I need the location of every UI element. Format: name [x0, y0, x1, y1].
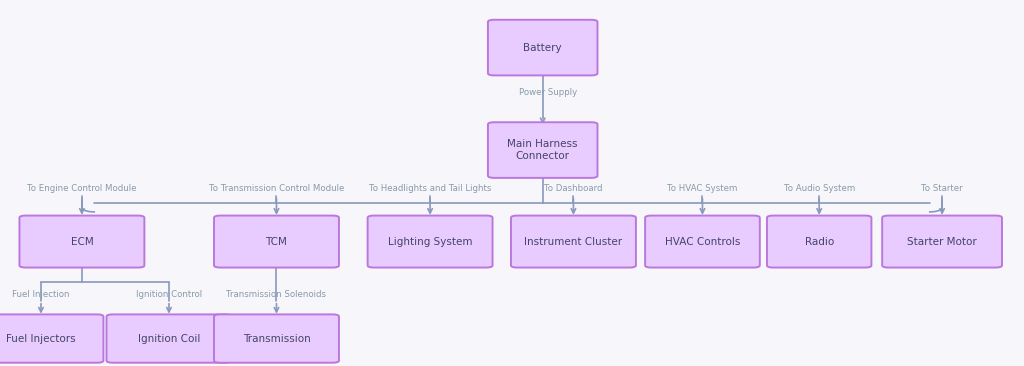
- FancyBboxPatch shape: [645, 216, 760, 268]
- Text: Radio: Radio: [805, 236, 834, 247]
- FancyBboxPatch shape: [19, 216, 144, 268]
- FancyBboxPatch shape: [368, 216, 493, 268]
- Text: Fuel Injection: Fuel Injection: [12, 290, 70, 299]
- Text: HVAC Controls: HVAC Controls: [665, 236, 740, 247]
- Text: Ignition Control: Ignition Control: [136, 290, 202, 299]
- FancyBboxPatch shape: [214, 314, 339, 363]
- Text: Transmission Solenoids: Transmission Solenoids: [226, 290, 327, 299]
- Text: To HVAC System: To HVAC System: [668, 184, 737, 193]
- Text: TCM: TCM: [265, 236, 288, 247]
- Text: Battery: Battery: [523, 42, 562, 53]
- FancyBboxPatch shape: [214, 216, 339, 268]
- FancyBboxPatch shape: [488, 20, 598, 75]
- FancyBboxPatch shape: [883, 216, 1001, 268]
- Text: To Starter: To Starter: [922, 184, 963, 193]
- Text: Main Harness
Connector: Main Harness Connector: [508, 139, 578, 161]
- FancyBboxPatch shape: [767, 216, 871, 268]
- Text: Lighting System: Lighting System: [388, 236, 472, 247]
- Text: Starter Motor: Starter Motor: [907, 236, 977, 247]
- FancyBboxPatch shape: [488, 122, 598, 178]
- Text: To Audio System: To Audio System: [783, 184, 855, 193]
- FancyBboxPatch shape: [106, 314, 231, 363]
- Text: To Engine Control Module: To Engine Control Module: [28, 184, 136, 193]
- FancyBboxPatch shape: [511, 216, 636, 268]
- Text: ECM: ECM: [71, 236, 93, 247]
- Text: To Dashboard: To Dashboard: [544, 184, 603, 193]
- Text: Instrument Cluster: Instrument Cluster: [524, 236, 623, 247]
- Text: Ignition Coil: Ignition Coil: [138, 333, 200, 344]
- FancyBboxPatch shape: [0, 314, 103, 363]
- Text: To Headlights and Tail Lights: To Headlights and Tail Lights: [369, 184, 492, 193]
- Text: To Transmission Control Module: To Transmission Control Module: [209, 184, 344, 193]
- Text: Power Supply: Power Supply: [519, 88, 577, 97]
- Text: Fuel Injectors: Fuel Injectors: [6, 333, 76, 344]
- Text: Transmission: Transmission: [243, 333, 310, 344]
